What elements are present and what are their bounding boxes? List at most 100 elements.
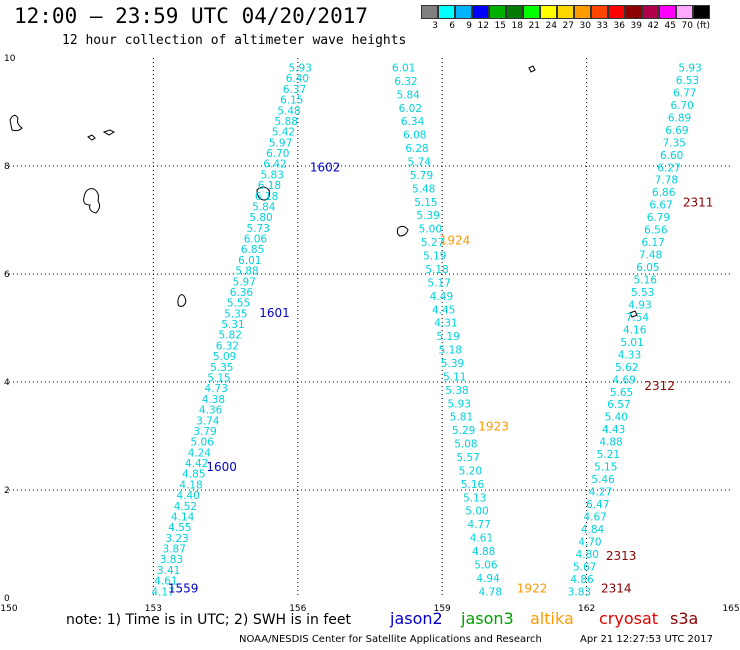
wave-height-value: 4.40: [177, 490, 200, 502]
wave-height-value: 5.42: [272, 127, 295, 139]
y-tick-label: 2: [4, 486, 10, 496]
island-outline: [102, 129, 116, 136]
wave-height-value: 6.89: [668, 112, 691, 124]
x-tick-label: 153: [145, 604, 162, 614]
wave-height-value: 6.34: [401, 116, 425, 128]
legend-entry-jason3: jason3: [461, 609, 514, 628]
wave-height-value: 5.00: [419, 224, 442, 236]
wave-height-value: 6.17: [641, 237, 664, 249]
wave-height-value: 5.21: [597, 449, 620, 461]
colorbar-tick-label: 24: [545, 21, 557, 31]
wave-height-value: 5.97: [233, 276, 256, 288]
wave-height-value: 3.87: [163, 544, 186, 556]
wave-height-value: 5.57: [456, 452, 479, 464]
wave-height-value: 5.62: [615, 362, 638, 374]
colorbar-swatch: [642, 5, 659, 19]
pass-time-label: 2311: [683, 196, 714, 210]
wave-height-value: 4.73: [205, 383, 228, 395]
wave-height-value: 5.84: [252, 201, 276, 213]
pass-time-label: 1602: [310, 160, 341, 174]
wave-height-value: 5.06: [474, 559, 498, 571]
wave-height-value: 6.40: [286, 73, 309, 85]
wave-height-value: 4.38: [202, 394, 225, 406]
wave-height-value: 5.35: [210, 362, 233, 374]
colorbar-tick-label: 45: [664, 21, 676, 31]
island-outline: [9, 114, 23, 132]
colorbar-tick-label: 21: [528, 21, 540, 31]
colorbar-tick-label: 9: [466, 21, 472, 31]
colorbar-swatch: [438, 5, 455, 19]
wave-height-value: 5.53: [631, 287, 654, 299]
pass-time-label: 1601: [259, 306, 290, 320]
colorbar-swatch: [472, 5, 489, 19]
colorbar-tick-label: 36: [613, 21, 625, 31]
wave-height-value: 6.86: [652, 187, 676, 199]
wave-height-value: 4.31: [434, 318, 457, 330]
wave-height-value: 6.06: [244, 234, 268, 246]
x-tick-label: 162: [578, 604, 595, 614]
wave-height-value: 4.93: [628, 299, 651, 311]
wave-height-value: 6.37: [283, 84, 306, 96]
wave-height-value: 6.01: [238, 255, 261, 267]
wave-height-value: 5.81: [450, 412, 473, 424]
colorbar-labels: 3 6 9 12 15 18 21 24 27 30 33 36 39 42 45 70 (ft): [421, 21, 710, 31]
wave-height-value: 5.65: [610, 387, 633, 399]
wave-height-value: 3.23: [165, 533, 188, 545]
x-tick-label: 156: [289, 604, 306, 614]
wave-height-value: 6.32: [216, 340, 239, 352]
wave-height-value: 4.49: [430, 291, 453, 303]
colorbar-tick-label: 12: [477, 21, 489, 31]
wave-height-value: 5.88: [275, 116, 298, 128]
island-outline: [256, 186, 270, 201]
wave-height-value: 5.01: [620, 337, 643, 349]
wave-height-value: 5.19: [436, 331, 459, 343]
wave-height-value: 5.16: [634, 275, 658, 287]
wave-height-value: 5.18: [425, 264, 448, 276]
wave-height-value: 6.60: [660, 150, 683, 162]
wave-height-value: 4.94: [476, 573, 500, 585]
map-grid: 150 153 156 159 162 165 10 8 6 4 2 0: [0, 54, 739, 614]
wave-height-value: 7.78: [655, 175, 678, 187]
colorbar-tick-label: 27: [562, 21, 574, 31]
wave-height-value: 4.88: [472, 546, 495, 558]
colorbar-swatch: [540, 5, 557, 19]
wave-height-value: 4.33: [618, 349, 641, 361]
legend-entry-cryosat: cryosat: [599, 609, 659, 628]
colorbar-swatch: [489, 5, 506, 19]
wave-height-value: 6.67: [649, 200, 672, 212]
colorbar-swatch: [625, 5, 642, 19]
island-outline: [177, 294, 187, 307]
wave-height-value: 5.11: [443, 371, 466, 383]
wave-height-value: 4.42: [185, 458, 208, 470]
wave-height-value: 4.52: [174, 501, 197, 513]
wave-height-value: 3.74: [196, 415, 220, 427]
wave-height-value: 5.13: [463, 492, 486, 504]
legend-entry-s3a: s3a: [670, 609, 699, 628]
wave-height-value: 5.17: [428, 277, 451, 289]
wave-height-value: 4.43: [602, 424, 625, 436]
y-tick-label: 0: [4, 594, 10, 604]
map-subtitle: 12 hour collection of altimeter wave hei…: [62, 33, 407, 48]
wave-height-value: 5.73: [247, 223, 270, 235]
wave-height-value: 4.36: [199, 405, 223, 417]
wave-height-value: 5.97: [269, 137, 292, 149]
wave-height-value: 6.47: [586, 499, 609, 511]
wave-height-value: 5.48: [277, 105, 300, 117]
wave-height-value: 6.01: [392, 63, 415, 75]
wave-height-value: 5.31: [221, 319, 244, 331]
wave-height-value: 6.36: [230, 287, 254, 299]
wave-height-value: 6.32: [394, 76, 417, 88]
wave-height-value: 5.80: [249, 212, 272, 224]
colorbar-tick-label: 33: [596, 21, 608, 31]
wave-height-value: 4.77: [468, 519, 491, 531]
wave-height-value: 4.67: [583, 511, 606, 523]
wave-height-value: 4.14: [171, 511, 195, 523]
island-outline: [528, 65, 536, 73]
pass-time-label: 2313: [606, 549, 637, 563]
y-tick-label: 6: [4, 270, 10, 280]
wave-height-value: 5.27: [421, 237, 444, 249]
colorbar-tick-label: 42: [647, 21, 659, 31]
pass-time-label: 1559: [168, 582, 199, 596]
colorbar-tick-label: 6: [449, 21, 455, 31]
wave-height-value: 5.29: [452, 425, 475, 437]
